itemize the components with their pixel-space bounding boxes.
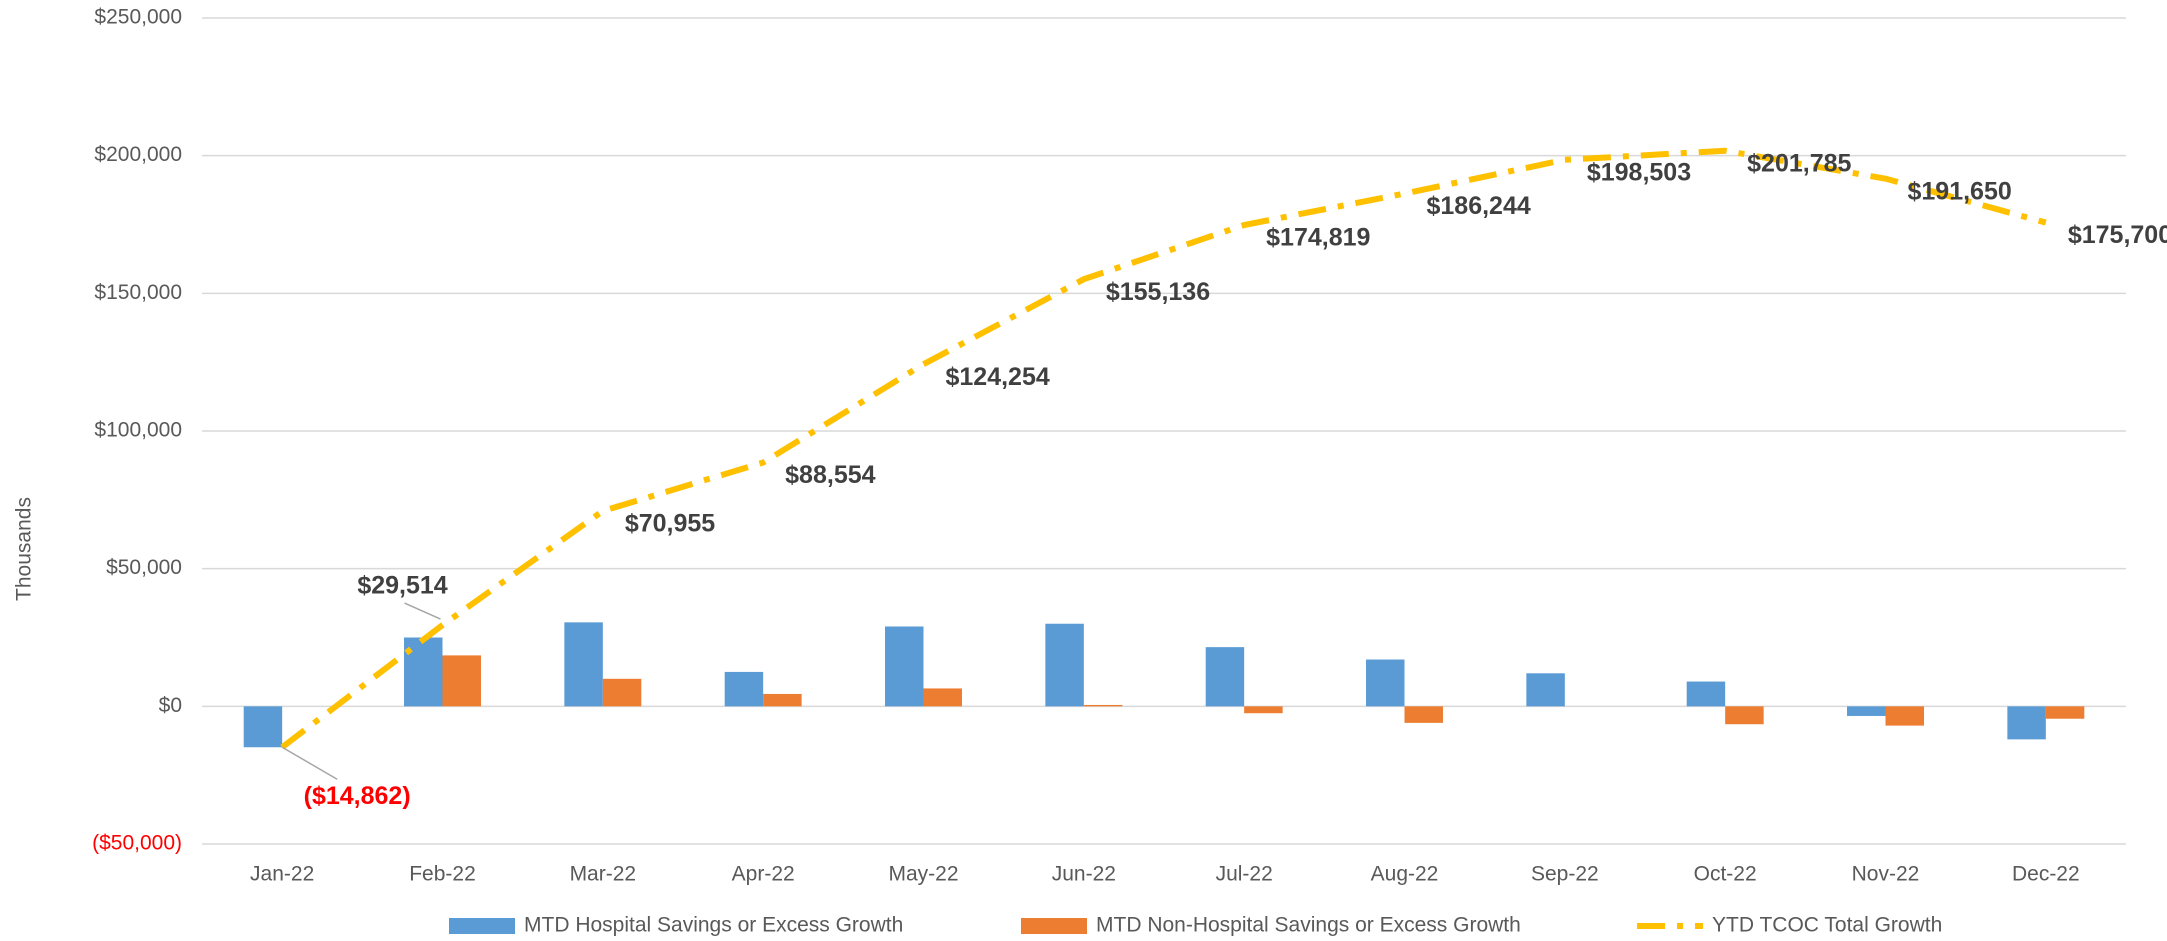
bar [442, 655, 481, 707]
x-tick-label: Jun-22 [1052, 863, 1116, 886]
data-label: $70,955 [625, 510, 715, 538]
bar [1045, 623, 1084, 707]
leader-line [281, 746, 338, 780]
x-tick-label: Mar-22 [570, 863, 637, 886]
bar [1526, 673, 1565, 707]
data-label: $174,819 [1266, 224, 1370, 252]
bar [1366, 659, 1405, 707]
leader-line [404, 602, 441, 620]
x-tick-label: Jul-22 [1216, 863, 1273, 886]
x-tick-label: Oct-22 [1694, 863, 1757, 886]
legend-label: YTD TCOC Total Growth [1712, 914, 1942, 937]
x-tick-label: Feb-22 [409, 863, 476, 886]
legend-swatch [449, 918, 515, 934]
bar [2045, 706, 2085, 719]
bar [1083, 704, 1123, 707]
data-label: $191,650 [1908, 177, 2012, 205]
legend-swatch [1021, 918, 1087, 934]
bar [1725, 706, 1764, 725]
x-tick-label: Sep-22 [1531, 863, 1599, 886]
y-tick-label: $150,000 [94, 281, 182, 304]
data-label: $124,254 [946, 363, 1050, 391]
bar [1404, 706, 1443, 723]
x-tick-label: Dec-22 [2012, 863, 2080, 886]
bar [2007, 706, 2046, 740]
data-label: $198,503 [1587, 158, 1691, 186]
legend-label: MTD Non-Hospital Savings or Excess Growt… [1096, 914, 1521, 937]
bar [564, 622, 603, 707]
bar [243, 706, 283, 748]
x-tick-label: Jan-22 [250, 863, 314, 886]
data-label: $155,136 [1106, 278, 1210, 306]
bar [1885, 706, 1924, 726]
y-tick-label: ($50,000) [92, 832, 182, 855]
y-tick-label: $250,000 [94, 6, 182, 29]
bar [885, 626, 924, 707]
bar [1205, 647, 1245, 707]
bar [1847, 706, 1886, 716]
x-tick-label: Apr-22 [732, 863, 795, 886]
x-tick-label: May-22 [888, 863, 958, 886]
data-label: ($14,862) [304, 782, 411, 810]
data-label: $201,785 [1747, 149, 1851, 177]
x-tick-label: Aug-22 [1371, 863, 1439, 886]
data-label: $186,244 [1427, 192, 1531, 220]
bar [602, 678, 642, 707]
bar [1244, 706, 1283, 714]
y-tick-label: $200,000 [94, 143, 182, 166]
bar [763, 693, 802, 707]
y-tick-label: $50,000 [106, 556, 182, 579]
x-tick-label: Nov-22 [1852, 863, 1920, 886]
bar [724, 671, 764, 707]
y-axis-label: Thousands [13, 497, 36, 601]
y-tick-label: $100,000 [94, 419, 182, 442]
bar [923, 688, 962, 707]
y-tick-label: $0 [159, 694, 182, 717]
legend-label: MTD Hospital Savings or Excess Growth [524, 914, 903, 937]
bar [1686, 681, 1726, 707]
line-series [280, 147, 2047, 750]
data-label: $88,554 [785, 461, 875, 489]
data-label: $175,700 [2068, 221, 2167, 249]
data-label: $29,514 [357, 572, 447, 600]
